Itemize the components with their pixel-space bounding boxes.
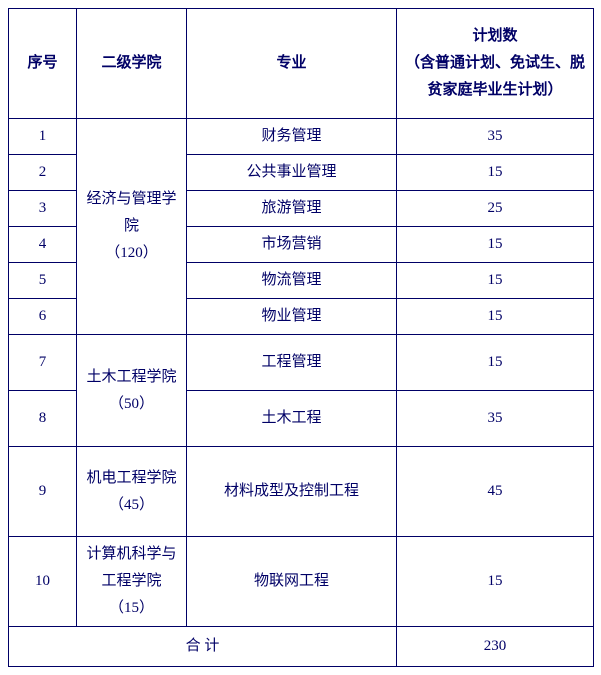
cell-index: 3 — [9, 191, 77, 227]
cell-major: 公共事业管理 — [187, 155, 397, 191]
cell-index: 1 — [9, 119, 77, 155]
table-row: 10计算机科学与工程学院（15）物联网工程15 — [9, 537, 594, 627]
cell-major: 物联网工程 — [187, 537, 397, 627]
cell-index: 2 — [9, 155, 77, 191]
dept-count: （50） — [83, 391, 180, 418]
cell-index: 8 — [9, 391, 77, 447]
cell-plan: 15 — [397, 537, 594, 627]
cell-major: 土木工程 — [187, 391, 397, 447]
table-row: 7土木工程学院（50）工程管理15 — [9, 335, 594, 391]
cell-major: 财务管理 — [187, 119, 397, 155]
dept-count: （120） — [83, 240, 180, 267]
cell-major: 物业管理 — [187, 299, 397, 335]
cell-plan: 15 — [397, 299, 594, 335]
header-dept: 二级学院 — [77, 9, 187, 119]
cell-major: 旅游管理 — [187, 191, 397, 227]
header-plan-sub: （含普通计划、免试生、脱贫家庭毕业生计划） — [403, 50, 587, 104]
header-major: 专业 — [187, 9, 397, 119]
dept-count: （45） — [83, 492, 180, 519]
table-row: 1经济与管理学院（120）财务管理35 — [9, 119, 594, 155]
cell-dept: 土木工程学院（50） — [77, 335, 187, 447]
header-plan: 计划数 （含普通计划、免试生、脱贫家庭毕业生计划） — [397, 9, 594, 119]
header-index: 序号 — [9, 9, 77, 119]
cell-dept: 机电工程学院（45） — [77, 447, 187, 537]
cell-plan: 15 — [397, 335, 594, 391]
cell-dept: 经济与管理学院（120） — [77, 119, 187, 335]
cell-major: 工程管理 — [187, 335, 397, 391]
cell-index: 7 — [9, 335, 77, 391]
dept-name: 计算机科学与工程学院（15） — [83, 541, 180, 622]
cell-index: 9 — [9, 447, 77, 537]
header-row: 序号 二级学院 专业 计划数 （含普通计划、免试生、脱贫家庭毕业生计划） — [9, 9, 594, 119]
total-value: 230 — [397, 627, 594, 667]
dept-name: 经济与管理学院 — [83, 186, 180, 240]
cell-plan: 15 — [397, 155, 594, 191]
dept-name: 土木工程学院 — [83, 364, 180, 391]
cell-major: 材料成型及控制工程 — [187, 447, 397, 537]
cell-index: 5 — [9, 263, 77, 299]
header-plan-title: 计划数 — [403, 23, 587, 50]
cell-major: 物流管理 — [187, 263, 397, 299]
cell-index: 10 — [9, 537, 77, 627]
table-body: 1经济与管理学院（120）财务管理352公共事业管理153旅游管理254市场营销… — [9, 119, 594, 667]
plan-table: 序号 二级学院 专业 计划数 （含普通计划、免试生、脱贫家庭毕业生计划） 1经济… — [8, 8, 594, 667]
cell-plan: 35 — [397, 391, 594, 447]
total-row: 合 计230 — [9, 627, 594, 667]
cell-plan: 45 — [397, 447, 594, 537]
cell-index: 6 — [9, 299, 77, 335]
cell-plan: 25 — [397, 191, 594, 227]
cell-plan: 15 — [397, 227, 594, 263]
cell-plan: 15 — [397, 263, 594, 299]
cell-plan: 35 — [397, 119, 594, 155]
cell-dept: 计算机科学与工程学院（15） — [77, 537, 187, 627]
table-row: 9机电工程学院（45）材料成型及控制工程45 — [9, 447, 594, 537]
cell-index: 4 — [9, 227, 77, 263]
dept-name: 机电工程学院 — [83, 465, 180, 492]
cell-major: 市场营销 — [187, 227, 397, 263]
total-label: 合 计 — [9, 627, 397, 667]
